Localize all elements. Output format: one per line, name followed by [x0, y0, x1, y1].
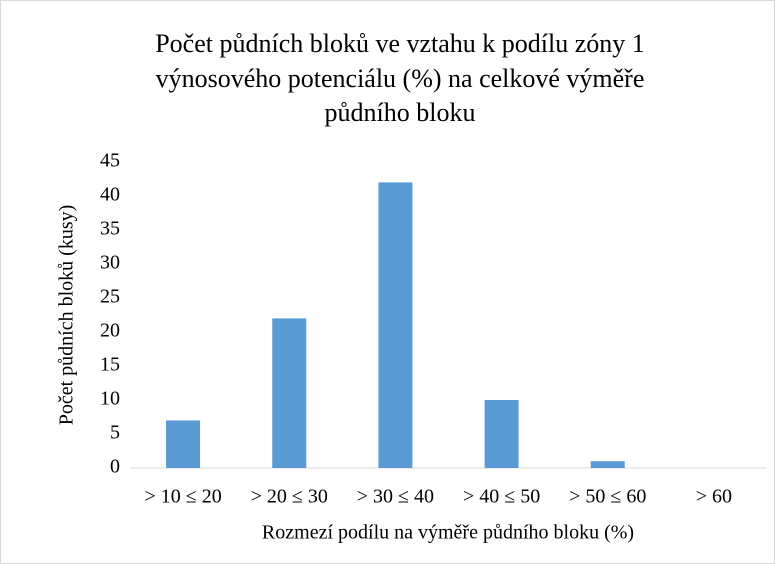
bar [590, 461, 625, 468]
chart-title: půdního bloku [325, 98, 476, 127]
bar [378, 182, 413, 468]
y-tick-label: 30 [100, 252, 120, 274]
y-tick-label: 20 [100, 320, 120, 342]
chart-title: výnosového potenciálu (%) na celkové vým… [156, 64, 645, 93]
y-tick-label: 0 [110, 456, 120, 478]
bar [166, 420, 201, 468]
y-tick-label: 15 [100, 354, 120, 376]
x-tick-label: > 50 ≤ 60 [569, 486, 646, 508]
y-axis-label: Počet půdních bloků (kusy) [56, 205, 78, 426]
y-tick-label: 10 [100, 388, 120, 410]
x-tick-label: > 30 ≤ 40 [357, 486, 434, 508]
chart-title: Počet půdních bloků ve vztahu k podílu z… [155, 29, 645, 58]
x-tick-label: > 20 ≤ 30 [251, 486, 328, 508]
bar [272, 318, 307, 468]
y-tick-label: 45 [100, 150, 120, 172]
y-tick-label: 5 [110, 422, 120, 444]
x-tick-label: > 40 ≤ 50 [463, 486, 540, 508]
x-tick-label: > 60 [696, 486, 732, 508]
x-axis-label: Rozmezí podílu na výměře půdního bloku (… [262, 522, 634, 544]
x-tick-label: > 10 ≤ 20 [144, 486, 221, 508]
y-tick-label: 35 [100, 218, 120, 240]
y-tick-label: 25 [100, 286, 120, 308]
bar [484, 400, 519, 468]
y-tick-label: 40 [100, 184, 120, 206]
